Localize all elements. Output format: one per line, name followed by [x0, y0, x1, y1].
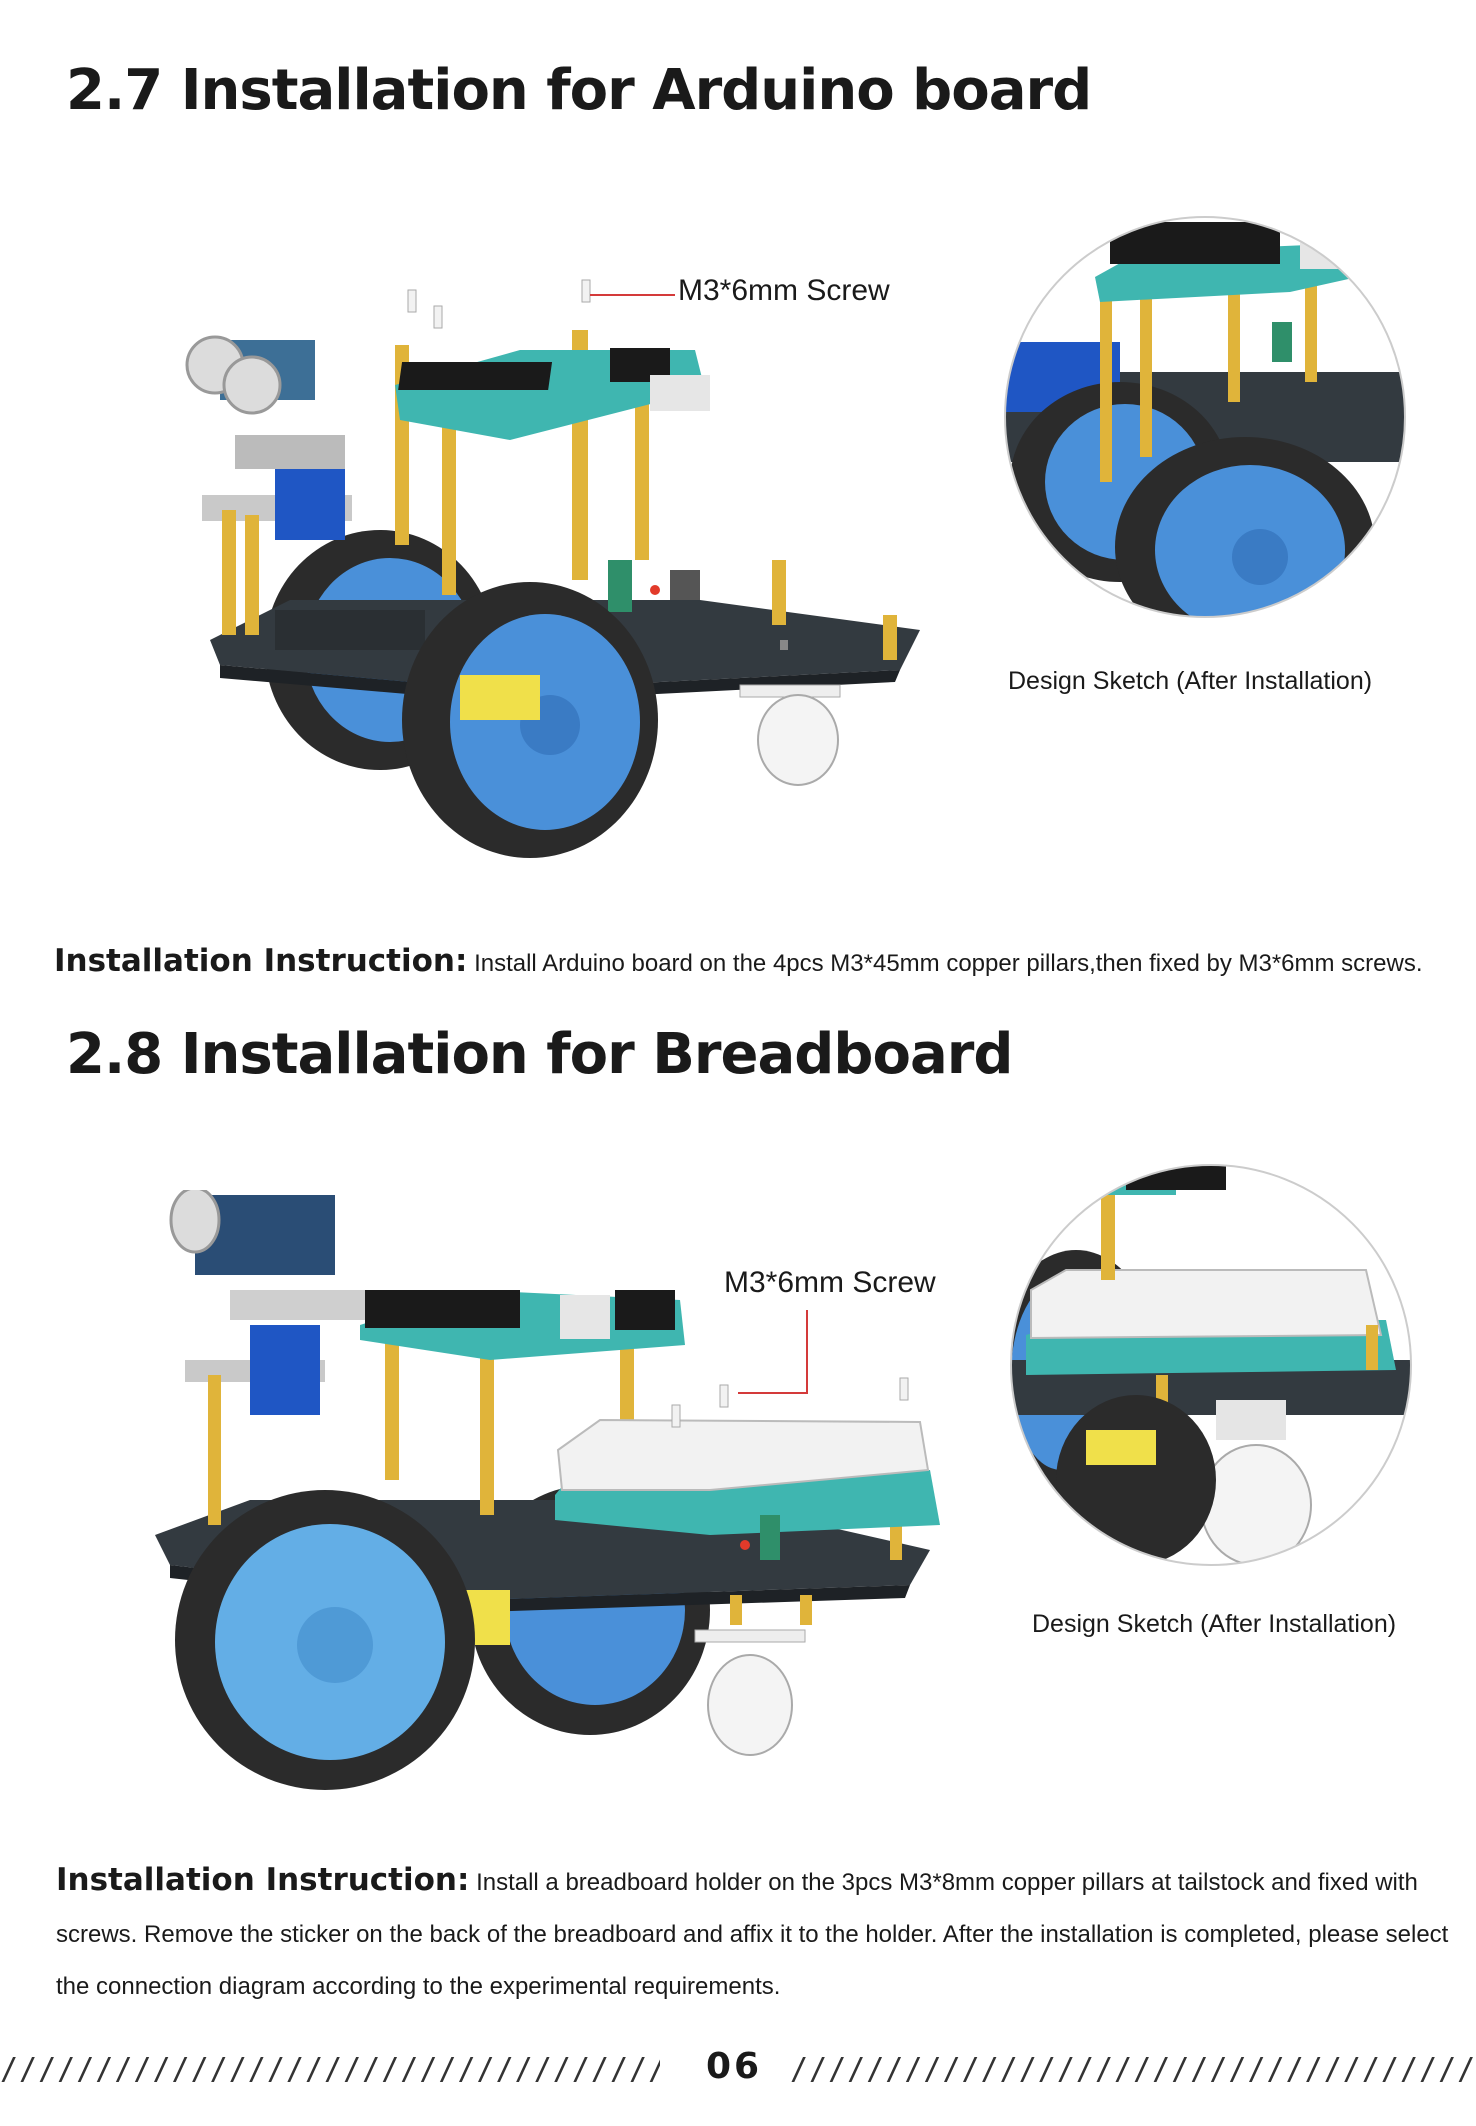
screw-leader-line [590, 294, 675, 296]
section-2-8-title: 2.8 Installation for Breadboard [66, 1022, 1013, 1087]
robot-car-breadboard-illustration [150, 1190, 940, 1790]
design-sketch-inset [1000, 212, 1410, 622]
page-number: 06 [706, 2046, 763, 2087]
screw-leader-line-vertical [806, 1310, 808, 1394]
design-sketch-inset [1006, 1160, 1416, 1570]
instruction-text: Install a breadboard holder on the 3pcs … [56, 1869, 1449, 2000]
screw-label: M3*6mm Screw [724, 1266, 936, 1299]
screw-leader-line-horizontal [738, 1392, 808, 1394]
footer-slash-decoration-right: ////////////////////////////////////////… [790, 2052, 1476, 2087]
instruction-text: Install Arduino board on the 4pcs M3*45m… [474, 950, 1423, 977]
robot-car-arduino-illustration [180, 270, 940, 870]
footer-slash-decoration-left: ////////////////////////////////////////… [0, 2052, 660, 2087]
section-2-7-title: 2.7 Installation for Arduino board [66, 58, 1092, 123]
design-sketch-caption: Design Sketch (After Installation) [1008, 667, 1373, 695]
installation-instruction: Installation Instruction: Install Arduin… [54, 935, 1474, 990]
design-sketch-caption: Design Sketch (After Installation) [1032, 1610, 1397, 1638]
instruction-heading: Installation Instruction: [54, 943, 468, 979]
installation-instruction: Installation Instruction: Install a brea… [56, 1854, 1476, 2013]
screw-label: M3*6mm Screw [678, 274, 890, 307]
instruction-heading: Installation Instruction: [56, 1862, 470, 1898]
